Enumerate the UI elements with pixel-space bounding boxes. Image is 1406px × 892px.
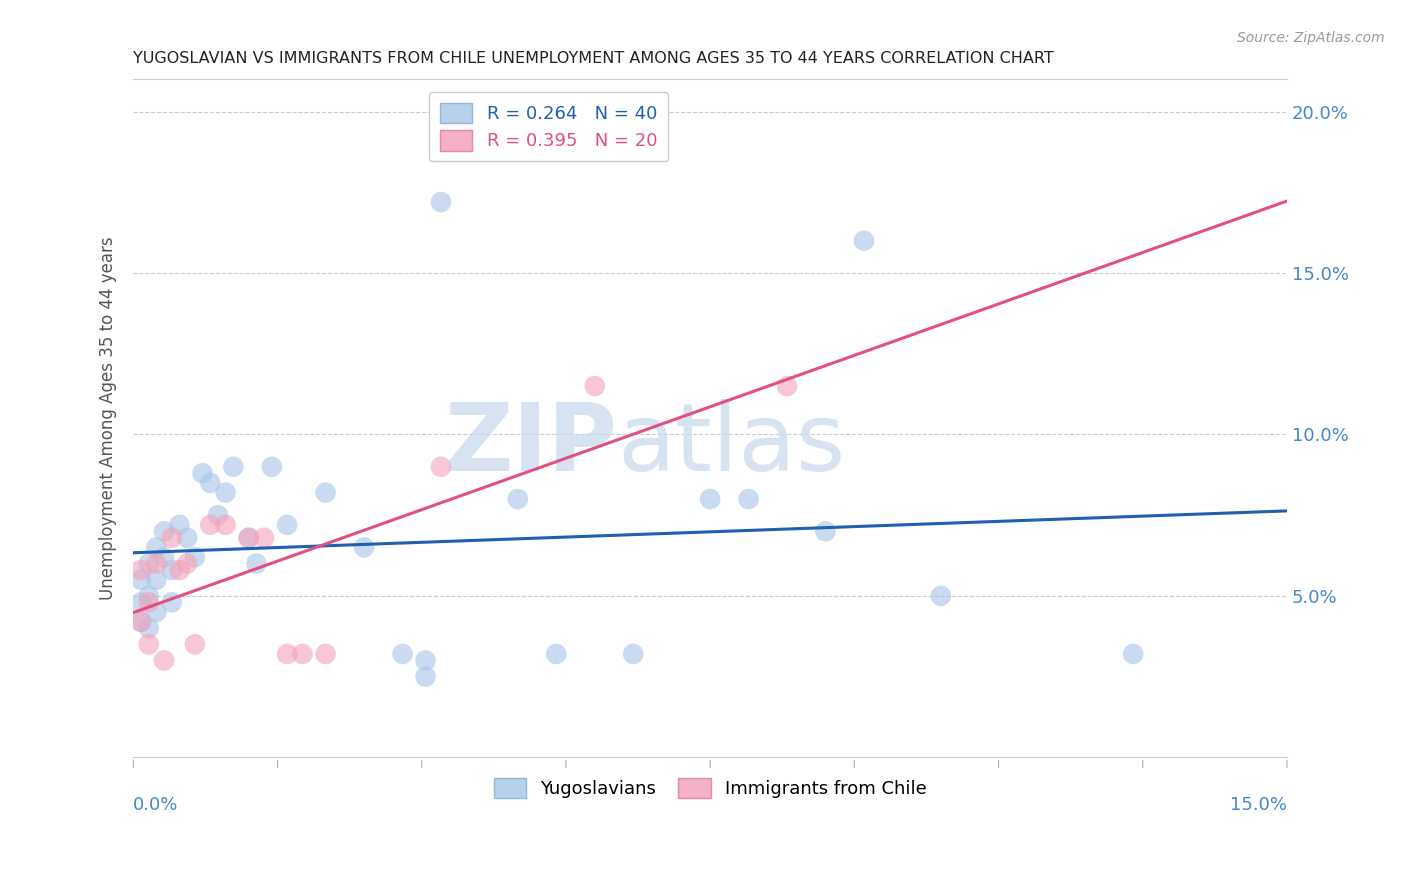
Point bbox=[245, 557, 267, 571]
Point bbox=[238, 531, 260, 545]
Point bbox=[184, 637, 207, 651]
Point bbox=[852, 234, 875, 248]
Y-axis label: Unemployment Among Ages 35 to 44 years: Unemployment Among Ages 35 to 44 years bbox=[100, 236, 117, 600]
Point bbox=[415, 670, 437, 684]
Point bbox=[583, 379, 606, 393]
Point bbox=[129, 563, 152, 577]
Point bbox=[238, 531, 260, 545]
Point bbox=[737, 491, 759, 506]
Point bbox=[191, 467, 214, 481]
Point bbox=[160, 563, 183, 577]
Point bbox=[138, 557, 160, 571]
Point bbox=[160, 531, 183, 545]
Point bbox=[214, 517, 236, 532]
Point bbox=[169, 563, 191, 577]
Point bbox=[776, 379, 799, 393]
Point bbox=[153, 550, 176, 565]
Legend: Yugoslavians, Immigrants from Chile: Yugoslavians, Immigrants from Chile bbox=[482, 767, 938, 809]
Point bbox=[315, 647, 337, 661]
Point bbox=[214, 485, 236, 500]
Point bbox=[169, 517, 191, 532]
Point bbox=[145, 573, 167, 587]
Point bbox=[207, 508, 229, 523]
Text: 0.0%: 0.0% bbox=[134, 796, 179, 814]
Point bbox=[153, 653, 176, 667]
Point bbox=[276, 647, 298, 661]
Point bbox=[814, 524, 837, 539]
Point bbox=[546, 647, 568, 661]
Point bbox=[138, 589, 160, 603]
Point bbox=[129, 573, 152, 587]
Point bbox=[129, 615, 152, 629]
Point bbox=[621, 647, 644, 661]
Text: YUGOSLAVIAN VS IMMIGRANTS FROM CHILE UNEMPLOYMENT AMONG AGES 35 TO 44 YEARS CORR: YUGOSLAVIAN VS IMMIGRANTS FROM CHILE UNE… bbox=[134, 51, 1054, 66]
Point bbox=[200, 517, 222, 532]
Point bbox=[276, 517, 298, 532]
Text: ZIP: ZIP bbox=[444, 400, 617, 491]
Point bbox=[145, 541, 167, 555]
Point bbox=[506, 491, 529, 506]
Point bbox=[129, 615, 152, 629]
Text: 15.0%: 15.0% bbox=[1230, 796, 1286, 814]
Point bbox=[129, 595, 152, 609]
Point bbox=[176, 557, 198, 571]
Point bbox=[160, 595, 183, 609]
Text: Source: ZipAtlas.com: Source: ZipAtlas.com bbox=[1237, 31, 1385, 45]
Point bbox=[430, 194, 453, 209]
Point bbox=[222, 459, 245, 474]
Point bbox=[153, 524, 176, 539]
Point bbox=[291, 647, 314, 661]
Point bbox=[699, 491, 721, 506]
Point bbox=[176, 531, 198, 545]
Point bbox=[929, 589, 952, 603]
Point bbox=[1122, 647, 1144, 661]
Point bbox=[138, 637, 160, 651]
Point bbox=[353, 541, 375, 555]
Point bbox=[145, 605, 167, 619]
Point bbox=[184, 550, 207, 565]
Point bbox=[315, 485, 337, 500]
Point bbox=[430, 459, 453, 474]
Point bbox=[415, 653, 437, 667]
Point bbox=[138, 621, 160, 635]
Point bbox=[145, 557, 167, 571]
Text: atlas: atlas bbox=[617, 400, 846, 491]
Point bbox=[200, 475, 222, 490]
Point bbox=[260, 459, 283, 474]
Point bbox=[253, 531, 276, 545]
Point bbox=[138, 595, 160, 609]
Point bbox=[391, 647, 413, 661]
